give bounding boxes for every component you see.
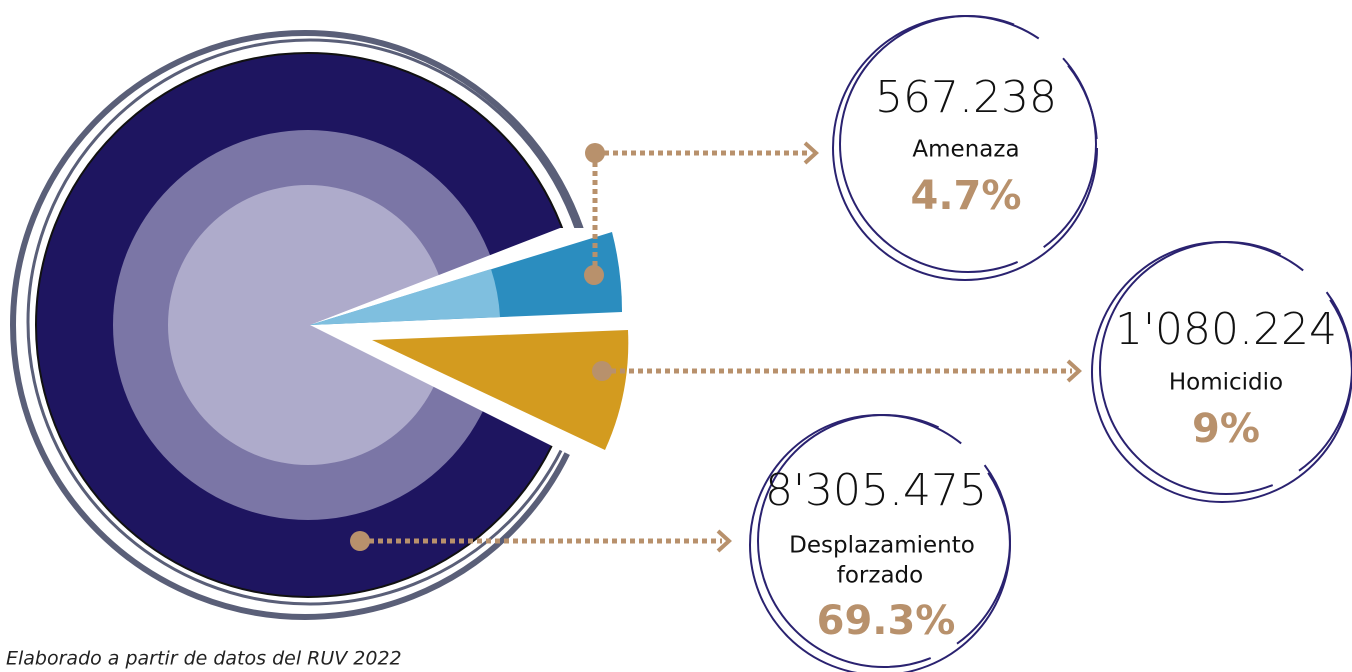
callout-desplazamiento: 8'305.475 Desplazamiento forzado 69.3% — [749, 414, 1011, 672]
dot — [584, 265, 604, 285]
percent: 9% — [1192, 406, 1260, 452]
number: 1'080.224 — [1115, 304, 1337, 355]
ring — [1099, 241, 1352, 495]
percent: 4.7% — [911, 173, 1022, 219]
label: Homicidio — [1169, 370, 1283, 396]
source-note: Elaborado a partir de datos del RUV 2022 — [6, 648, 402, 670]
label: Desplazamiento — [789, 533, 975, 559]
percent: 69.3% — [817, 598, 956, 644]
dot — [350, 531, 370, 551]
amenaza-wedge-inner — [310, 269, 500, 325]
ring — [839, 15, 1097, 273]
pie-graphic — [10, 30, 650, 620]
dot — [592, 361, 612, 381]
arrow — [1066, 359, 1082, 383]
connectors — [350, 141, 1082, 553]
callout-amenaza: 567.238 Amenaza 4.7% — [832, 15, 1098, 281]
label: forzado — [837, 563, 923, 589]
arrow — [716, 529, 732, 553]
number: 567.238 — [875, 72, 1057, 123]
label: Amenaza — [912, 137, 1019, 163]
homicidio-wedge — [372, 330, 629, 450]
number: 8'305.475 — [765, 465, 987, 516]
ring — [757, 414, 1011, 668]
inner-disc — [168, 185, 448, 465]
arrow — [803, 141, 819, 165]
dot — [585, 143, 605, 163]
callout-homicidio: 1'080.224 Homicidio 9% — [1091, 241, 1352, 503]
